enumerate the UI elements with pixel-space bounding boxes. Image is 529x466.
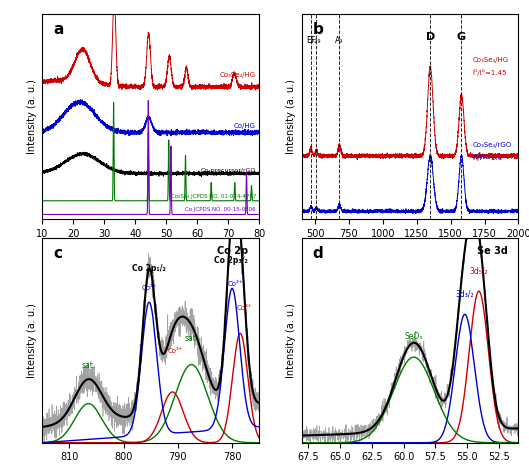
Text: Co 2p₁/₂: Co 2p₁/₂: [132, 264, 166, 273]
Text: 3d₃/₂: 3d₃/₂: [455, 289, 474, 299]
Text: Co³⁺: Co³⁺: [167, 348, 183, 354]
Text: F₂₉: F₂₉: [311, 36, 321, 45]
Text: E₉: E₉: [306, 36, 314, 45]
Text: c: c: [53, 246, 62, 261]
Text: Co²⁺: Co²⁺: [141, 285, 157, 291]
Text: Co/HG: Co/HG: [234, 123, 256, 130]
Text: Co JCPDS NO. 00-15-0806: Co JCPDS NO. 00-15-0806: [186, 207, 256, 212]
Y-axis label: Intensity (a. u.): Intensity (a. u.): [286, 79, 296, 154]
Text: 3d₅/₂: 3d₅/₂: [470, 267, 488, 275]
Text: Iᴰ/Iᴳ=1.45: Iᴰ/Iᴳ=1.45: [472, 69, 507, 76]
Text: Se 3d: Se 3d: [477, 246, 507, 256]
Text: Co²⁺: Co²⁺: [228, 281, 243, 288]
Text: a: a: [53, 22, 63, 37]
Text: A₉: A₉: [335, 36, 344, 45]
Text: D: D: [426, 32, 435, 41]
Text: Iᴰ/Iᴳ=1.0: Iᴰ/Iᴳ=1.0: [472, 154, 503, 161]
Y-axis label: Intensity (a. u.): Intensity (a. u.): [27, 79, 37, 154]
Text: Co₃Se₄/HG: Co₃Se₄/HG: [472, 57, 508, 62]
Text: Co₃Se₄/HG: Co₃Se₄/HG: [220, 72, 256, 78]
Text: SeOₓ: SeOₓ: [405, 332, 423, 341]
Text: Co₃Se₄ JCPDS NO. 01-074-4767: Co₃Se₄ JCPDS NO. 01-074-4767: [171, 194, 256, 199]
Text: sat.: sat.: [81, 362, 96, 370]
Y-axis label: Intensity (a. u.): Intensity (a. u.): [27, 303, 37, 377]
Text: Co³⁺: Co³⁺: [236, 305, 252, 311]
Text: d: d: [312, 246, 323, 261]
X-axis label: 2 Theta: 2 Theta: [127, 244, 175, 254]
X-axis label: Raman shift (cm⁻¹): Raman shift (cm⁻¹): [351, 244, 469, 254]
Text: Co₃Se₄/rGO: Co₃Se₄/rGO: [472, 142, 512, 148]
Text: Co-precursor/rGO: Co-precursor/rGO: [200, 168, 256, 173]
Text: sat.: sat.: [184, 334, 198, 343]
Text: Co 2p₃/₂: Co 2p₃/₂: [214, 256, 248, 265]
Y-axis label: Intensity (a. u.): Intensity (a. u.): [286, 303, 296, 377]
Text: b: b: [312, 22, 323, 37]
Text: Co 2p: Co 2p: [217, 246, 249, 256]
Text: G: G: [457, 32, 466, 41]
